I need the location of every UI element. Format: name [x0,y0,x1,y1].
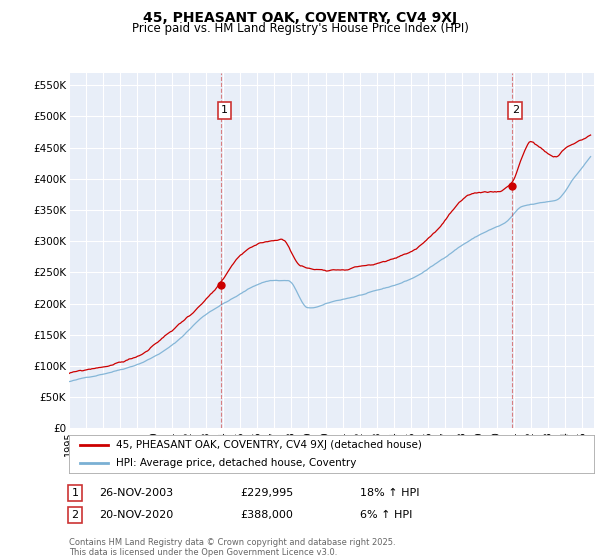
Text: 1: 1 [71,488,79,498]
Text: 45, PHEASANT OAK, COVENTRY, CV4 9XJ (detached house): 45, PHEASANT OAK, COVENTRY, CV4 9XJ (det… [116,440,422,450]
Text: 2: 2 [71,510,79,520]
Text: 2: 2 [512,105,519,115]
Text: HPI: Average price, detached house, Coventry: HPI: Average price, detached house, Cove… [116,458,356,468]
Text: £388,000: £388,000 [240,510,293,520]
Text: 6% ↑ HPI: 6% ↑ HPI [360,510,412,520]
Text: Price paid vs. HM Land Registry's House Price Index (HPI): Price paid vs. HM Land Registry's House … [131,22,469,35]
Text: 45, PHEASANT OAK, COVENTRY, CV4 9XJ: 45, PHEASANT OAK, COVENTRY, CV4 9XJ [143,11,457,25]
Text: 26-NOV-2003: 26-NOV-2003 [99,488,173,498]
Text: Contains HM Land Registry data © Crown copyright and database right 2025.
This d: Contains HM Land Registry data © Crown c… [69,538,395,557]
Text: 18% ↑ HPI: 18% ↑ HPI [360,488,419,498]
Text: £229,995: £229,995 [240,488,293,498]
Text: 20-NOV-2020: 20-NOV-2020 [99,510,173,520]
Text: 1: 1 [221,105,228,115]
